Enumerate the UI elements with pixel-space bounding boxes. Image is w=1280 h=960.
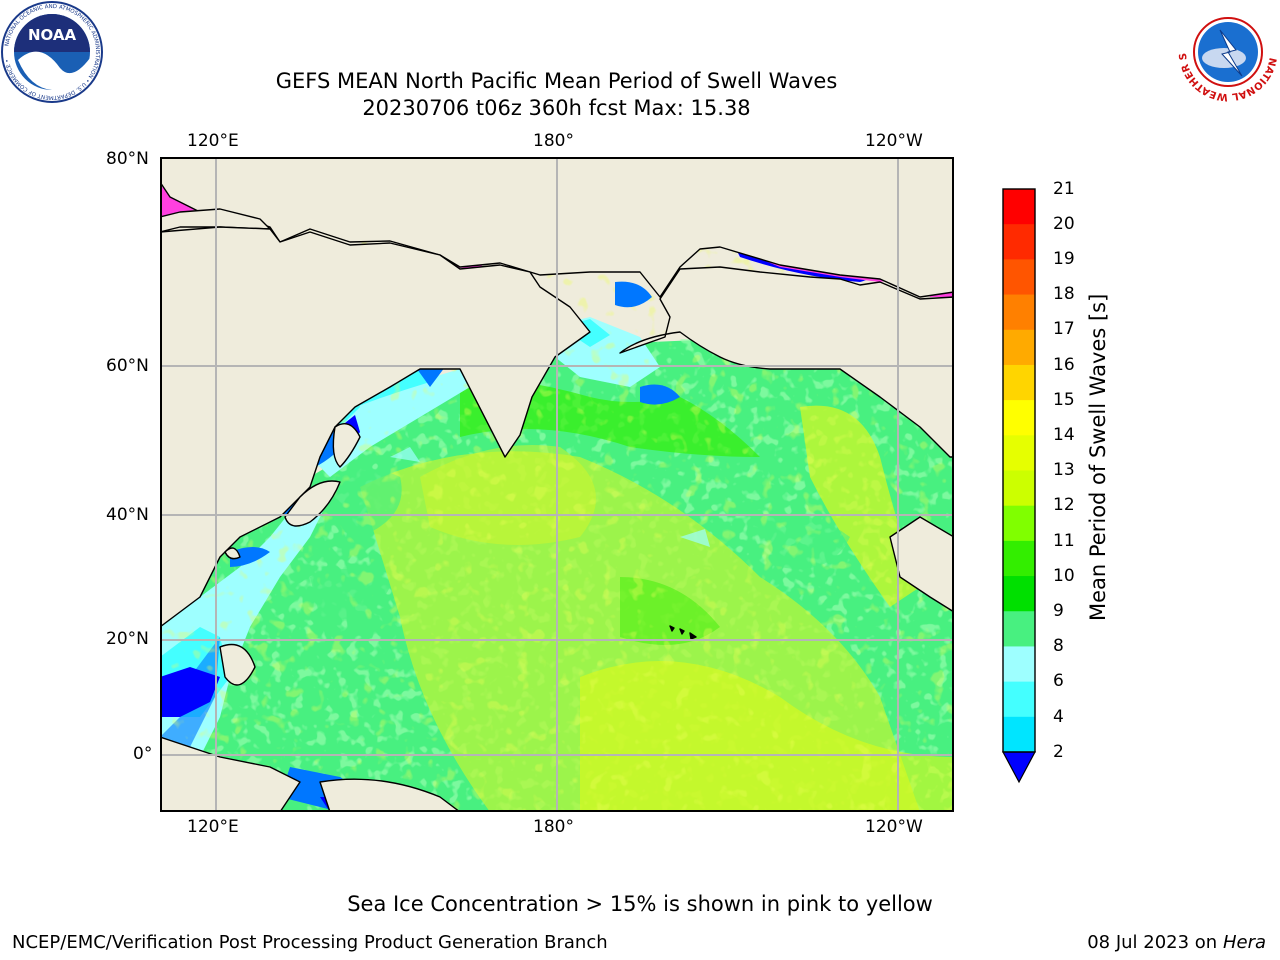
mexico-coast (889, 516, 954, 613)
colorbar-segment (1003, 435, 1035, 471)
colorbar-tick: 18 (1053, 284, 1075, 304)
colorbar-segment (1003, 646, 1035, 683)
colorbar-segment (1003, 540, 1035, 577)
colorbar-tick: 19 (1053, 249, 1075, 269)
lat-label-20n: 20°N (106, 629, 149, 649)
colorbar-segment (1003, 716, 1035, 753)
colorbar-tick: 15 (1053, 390, 1075, 410)
colorbar-tick: 6 (1053, 671, 1064, 691)
noaa-logo-text: NOAA (28, 26, 77, 44)
colorbar-segment (1003, 505, 1035, 542)
map-frame (160, 157, 954, 812)
footer-host: Hera (1222, 932, 1266, 953)
colorbar-segment (1003, 681, 1035, 718)
lon-label-top-180: 180° (533, 131, 574, 151)
colorbar-tick: 10 (1053, 566, 1075, 586)
lat-label-0: 0° (133, 744, 153, 764)
colorbar-segment (1003, 259, 1035, 296)
asia-mainland (160, 226, 591, 628)
new-guinea (319, 778, 461, 812)
lat-label-80n: 80°N (106, 149, 149, 169)
colorbar-tick: 20 (1053, 214, 1075, 234)
colorbar-tick: 16 (1053, 355, 1075, 375)
colorbar-segment (1003, 400, 1035, 436)
colorbar-segment (1003, 189, 1035, 225)
sea-ice-note: Sea Ice Concentration > 15% is shown in … (347, 892, 933, 916)
colorbar-tick: 17 (1053, 319, 1075, 339)
hawaii-islands (669, 625, 697, 640)
footer-date-text: 08 Jul 2023 on (1087, 932, 1223, 953)
colorbar-tick: 8 (1053, 636, 1064, 656)
hokkaido (332, 423, 361, 468)
colorbar-tick: 2 (1053, 742, 1064, 762)
footer-credit: NCEP/EMC/Verification Post Processing Pr… (12, 932, 608, 953)
north-america (619, 157, 954, 458)
colorbar-segment (1003, 329, 1035, 366)
colorbar-tick: 14 (1053, 425, 1075, 445)
lon-label-bottom-180: 180° (533, 817, 574, 837)
lon-label-top-120e: 120°E (187, 131, 239, 151)
colorbar-tick: 4 (1053, 707, 1064, 727)
chart-title-line-1: GEFS MEAN North Pacific Mean Period of S… (275, 69, 838, 93)
colorbar-tick: 11 (1053, 531, 1075, 551)
colorbar-segment (1003, 611, 1035, 647)
colorbar-tick: 21 (1053, 179, 1075, 199)
colorbar-segment (1003, 576, 1035, 612)
philippines (219, 643, 256, 686)
lat-label-40n: 40°N (106, 505, 149, 525)
lon-label-bottom-120e: 120°E (187, 817, 239, 837)
taiwan (224, 547, 241, 560)
colorbar-label: Mean Period of Swell Waves [s] (1086, 293, 1110, 621)
colorbar-segment (1003, 224, 1035, 260)
colorbar-tick: 9 (1053, 601, 1064, 621)
footer-date: 08 Jul 2023 on Hera (1087, 932, 1266, 954)
colorbar-segment (1003, 294, 1035, 331)
lat-label-60n: 60°N (106, 356, 149, 376)
graticule (160, 157, 954, 812)
nws-logo: NATIONAL WEATHER SERVICE (1176, 0, 1278, 102)
lon-label-bottom-120w: 120°W (865, 817, 923, 837)
colorbar-segment (1003, 470, 1035, 507)
lon-label-top-120w: 120°W (865, 131, 923, 151)
map-panel (160, 157, 954, 812)
colorbar-tick: 12 (1053, 495, 1075, 515)
colorbar-segment (1003, 364, 1035, 401)
colorbar-tick-labels: 21 20 19 18 17 16 15 14 13 12 11 10 9 8 … (1044, 179, 1084, 769)
colorbar-tick: 13 (1053, 460, 1075, 480)
colorbar-frame (1002, 188, 1036, 753)
colorbar (1002, 188, 1036, 784)
chart-title-line-2: 20230706 t06z 360h fcst Max: 15.38 (362, 96, 751, 120)
colorbar-extend-arrow (1002, 751, 1036, 784)
noaa-logo: NOAA NATIONAL OCEANIC AND ATMOSPHERIC AD… (1, 1, 103, 103)
